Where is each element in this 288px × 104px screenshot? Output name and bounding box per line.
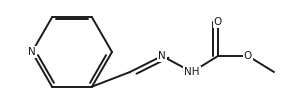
Text: O: O xyxy=(214,17,222,27)
Text: N: N xyxy=(158,51,166,61)
Text: O: O xyxy=(244,51,252,61)
Text: N: N xyxy=(28,47,36,57)
Text: NH: NH xyxy=(184,67,200,77)
